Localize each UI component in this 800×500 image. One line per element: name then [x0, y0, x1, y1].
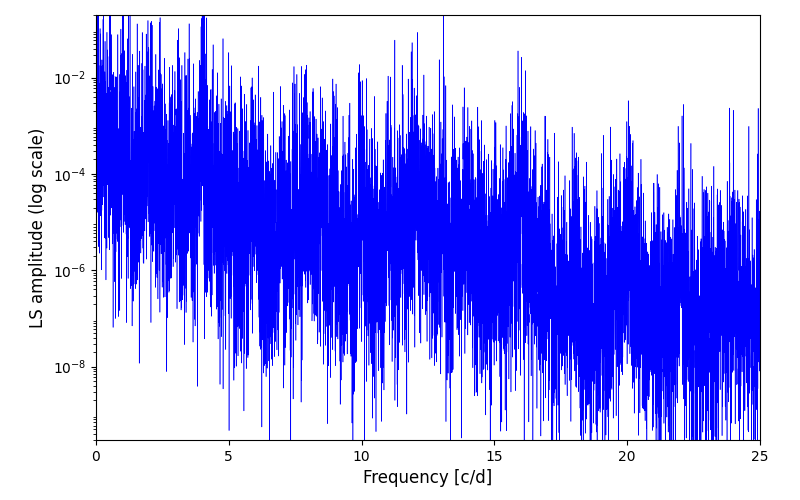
Y-axis label: LS amplitude (log scale): LS amplitude (log scale)	[30, 128, 47, 328]
X-axis label: Frequency [c/d]: Frequency [c/d]	[363, 470, 493, 488]
